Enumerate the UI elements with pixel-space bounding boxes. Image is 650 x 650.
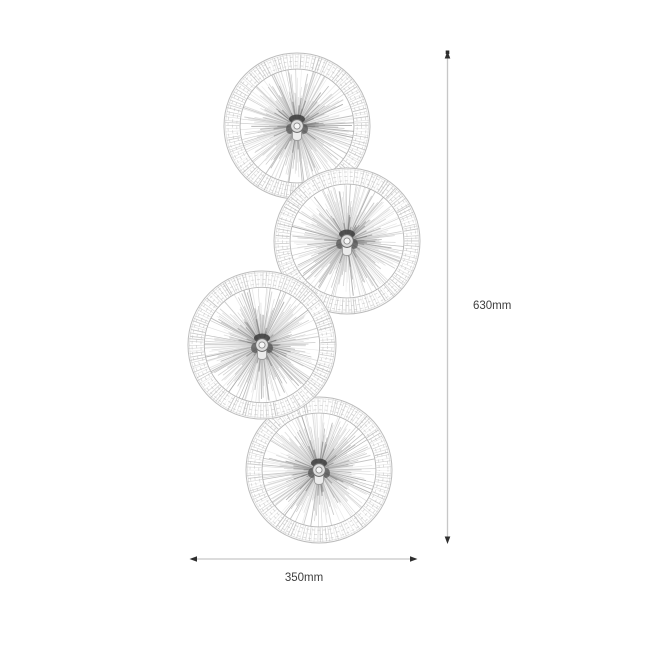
- fixture-illustration: [187, 52, 421, 544]
- width-dimension-label: 350mm: [285, 572, 323, 584]
- height-dimension: 630mm: [444, 50, 511, 544]
- chrome-hub: [336, 229, 358, 256]
- width-dim-arrow-left: [189, 556, 197, 562]
- chrome-hub: [308, 458, 330, 485]
- glass-disc: [245, 396, 393, 544]
- height-dimension-label: 630mm: [473, 300, 511, 312]
- width-dimension: 350mm: [189, 556, 418, 584]
- height-dim-arrow-top: [444, 51, 451, 59]
- glass-disc: [187, 270, 337, 420]
- chrome-hub: [286, 114, 308, 141]
- height-dim-arrow-bottom: [444, 536, 451, 544]
- chrome-hub: [251, 333, 273, 360]
- glass-disc: [223, 52, 371, 200]
- glass-disc: [273, 167, 421, 315]
- width-dim-arrow-right: [410, 556, 418, 562]
